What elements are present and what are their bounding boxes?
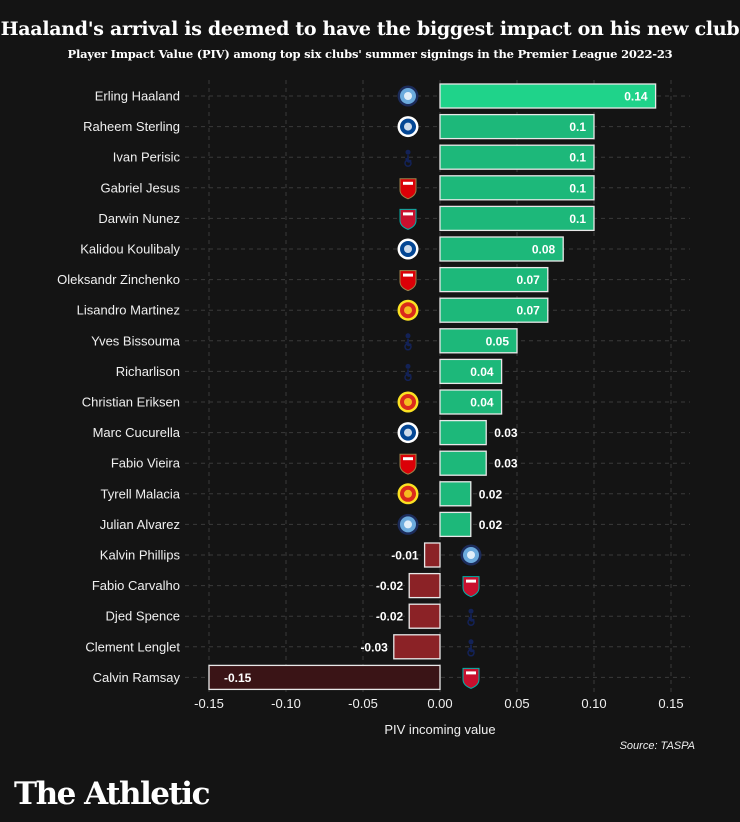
x-axis-label: PIV incoming value — [384, 722, 495, 737]
tottenham-crest-icon — [467, 639, 475, 657]
liverpool-crest-icon — [399, 208, 417, 230]
data-label: 0.1 — [569, 181, 586, 195]
chelsea-crest-icon — [397, 238, 419, 260]
category-label: Clement Lenglet — [85, 639, 180, 654]
data-label: 0.03 — [494, 457, 518, 471]
bar — [439, 83, 657, 109]
liverpool-crest-icon — [462, 667, 480, 689]
x-tick-label: 0.05 — [504, 696, 529, 711]
bar — [439, 389, 503, 415]
arsenal-crest-icon — [399, 270, 417, 292]
data-label: 0.02 — [479, 518, 503, 532]
bar — [208, 664, 441, 691]
bar — [439, 419, 487, 446]
bar — [439, 481, 472, 507]
chart-title: Haaland's arrival is deemed to have the … — [0, 18, 740, 40]
category-label: Julian Alvarez — [100, 517, 180, 532]
data-label: -0.02 — [376, 610, 404, 624]
bar — [439, 297, 549, 323]
arsenal-crest-icon — [399, 178, 417, 200]
tottenham-crest-icon — [467, 608, 475, 626]
chart-subtitle: Player Impact Value (PIV) among top six … — [67, 47, 673, 61]
data-label: 0.14 — [624, 90, 648, 104]
category-label: Yves Bissouma — [91, 333, 181, 348]
liverpool-crest-icon — [462, 576, 480, 598]
data-label: -0.01 — [391, 549, 419, 563]
man-city-crest-icon — [397, 85, 419, 107]
category-label: Djed Spence — [106, 609, 180, 624]
category-label: Kalidou Koulibaly — [80, 242, 180, 257]
man-united-crest-icon — [397, 299, 419, 321]
bar — [439, 450, 487, 476]
x-tick-label: -0.05 — [348, 696, 378, 711]
source-note: Source: TASPA — [619, 740, 695, 752]
bar — [439, 358, 503, 385]
data-label: 0.03 — [494, 426, 518, 440]
tottenham-crest-icon — [404, 333, 412, 351]
chelsea-crest-icon — [397, 422, 419, 444]
data-label: 0.1 — [569, 151, 586, 165]
man-united-crest-icon — [397, 391, 419, 413]
category-label: Ivan Perisic — [113, 150, 181, 165]
category-label: Fabio Carvalho — [92, 578, 180, 593]
data-label: -0.02 — [376, 579, 404, 593]
bar — [439, 205, 595, 232]
category-label: Darwin Nunez — [98, 211, 180, 226]
bar — [423, 542, 441, 568]
tottenham-crest-icon — [404, 149, 412, 167]
bar — [439, 236, 564, 262]
data-label: 0.02 — [479, 487, 503, 501]
bar — [439, 175, 595, 201]
data-label: 0.05 — [486, 334, 510, 348]
data-label: 0.08 — [532, 243, 556, 257]
category-label: Tyrell Malacia — [101, 486, 181, 501]
category-label: Marc Cucurella — [93, 425, 181, 440]
data-label: 0.04 — [470, 365, 494, 379]
data-label: 0.04 — [470, 396, 494, 410]
tottenham-crest-icon — [404, 363, 412, 382]
bar — [439, 328, 518, 354]
category-label: Lisandro Martinez — [77, 303, 180, 318]
data-label: -0.15 — [224, 671, 252, 685]
category-label: Christian Eriksen — [82, 395, 180, 410]
bar — [439, 113, 595, 140]
x-tick-label: 0.15 — [658, 696, 683, 711]
bar — [439, 266, 549, 293]
category-label: Richarlison — [116, 364, 180, 379]
category-label: Oleksandr Zinchenko — [57, 272, 180, 287]
data-label: 0.07 — [516, 273, 540, 287]
data-label: 0.07 — [516, 304, 540, 318]
man-city-crest-icon — [460, 544, 482, 566]
bar — [439, 511, 472, 538]
category-label: Kalvin Phillips — [100, 548, 181, 563]
bar — [439, 144, 595, 170]
data-label: 0.1 — [569, 212, 586, 226]
category-label: Fabio Vieira — [111, 456, 181, 471]
brand-logo: The Athletic — [14, 776, 210, 812]
x-tick-label: -0.10 — [271, 696, 301, 711]
category-label: Raheem Sterling — [83, 119, 180, 134]
chelsea-crest-icon — [397, 116, 419, 138]
x-tick-label: 0.00 — [427, 696, 452, 711]
x-tick-label: -0.15 — [194, 696, 224, 711]
category-label: Gabriel Jesus — [101, 180, 181, 195]
category-label: Erling Haaland — [95, 89, 180, 104]
category-label: Calvin Ramsay — [93, 670, 181, 685]
data-label: 0.1 — [569, 120, 586, 134]
bar — [408, 603, 441, 629]
x-tick-label: 0.10 — [581, 696, 606, 711]
bar-chart: Erling Haaland 0.14 Raheem Sterling 0.1 Ivan… — [57, 80, 690, 737]
bar — [408, 572, 441, 599]
data-label: -0.03 — [360, 640, 388, 654]
bar — [393, 634, 441, 660]
man-city-crest-icon — [397, 513, 419, 535]
arsenal-crest-icon — [399, 453, 417, 475]
man-united-crest-icon — [397, 483, 419, 505]
